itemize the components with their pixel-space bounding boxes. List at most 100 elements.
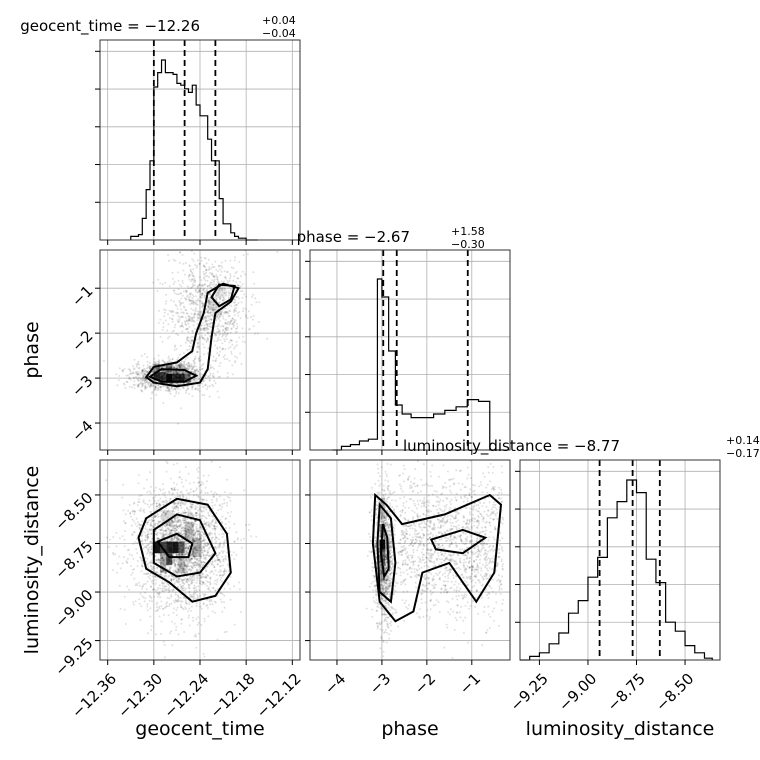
scatter-point xyxy=(170,370,172,372)
scatter-point xyxy=(147,366,150,369)
scatter-point xyxy=(252,315,255,317)
scatter-point xyxy=(146,605,149,608)
scatter-point xyxy=(177,315,180,318)
scatter-point xyxy=(165,585,168,588)
scatter-point xyxy=(193,358,196,361)
scatter-point xyxy=(208,293,211,296)
scatter-point xyxy=(205,480,208,483)
scatter-point xyxy=(208,322,211,325)
scatter-point xyxy=(176,606,179,609)
scatter-point xyxy=(184,518,187,521)
scatter-point xyxy=(197,287,200,290)
scatter-point xyxy=(125,560,128,562)
scatter-point xyxy=(210,326,212,329)
scatter-point xyxy=(211,505,214,507)
scatter-point xyxy=(203,277,206,280)
scatter-point xyxy=(195,351,198,354)
scatter-point xyxy=(216,578,219,581)
scatter-point xyxy=(207,314,210,317)
scatter-point xyxy=(174,371,177,374)
scatter-point xyxy=(188,341,191,344)
scatter-point xyxy=(181,253,184,256)
scatter-point xyxy=(157,278,160,281)
scatter-point xyxy=(185,366,188,369)
scatter-point xyxy=(175,625,178,628)
scatter-point xyxy=(221,334,224,337)
scatter-point xyxy=(148,595,151,597)
scatter-point xyxy=(248,327,251,330)
scatter-point xyxy=(169,392,172,395)
scatter-point xyxy=(205,319,208,322)
scatter-point xyxy=(146,528,148,531)
scatter-point xyxy=(211,603,214,606)
scatter-point xyxy=(184,363,187,366)
scatter-point xyxy=(198,283,201,286)
scatter-point xyxy=(204,383,207,386)
scatter-point xyxy=(164,496,167,499)
scatter-point xyxy=(228,359,231,362)
scatter-point xyxy=(198,290,201,293)
scatter-point xyxy=(150,485,152,488)
scatter-point xyxy=(192,268,195,271)
scatter-point xyxy=(147,530,150,533)
scatter-point xyxy=(188,603,191,606)
scatter-point xyxy=(226,501,229,504)
scatter-point xyxy=(238,260,241,263)
scatter-point xyxy=(121,535,124,538)
scatter-point xyxy=(175,578,178,581)
scatter-point xyxy=(210,460,213,463)
scatter-point xyxy=(144,388,147,391)
scatter-point xyxy=(206,336,209,339)
scatter-point xyxy=(136,373,139,376)
scatter-point xyxy=(180,527,183,530)
scatter-point xyxy=(177,633,180,636)
scatter-point xyxy=(138,498,140,501)
scatter-point xyxy=(235,322,238,325)
scatter-point xyxy=(202,264,205,267)
scatter-point xyxy=(196,319,199,322)
scatter-point xyxy=(166,389,169,392)
scatter-point xyxy=(188,624,191,627)
scatter-point xyxy=(167,313,169,316)
scatter-point xyxy=(163,589,166,592)
scatter-point xyxy=(179,596,182,599)
scatter-point xyxy=(238,581,241,584)
scatter-point xyxy=(205,269,207,271)
scatter-point xyxy=(198,516,201,519)
scatter-point xyxy=(144,538,147,541)
scatter-point xyxy=(191,319,194,322)
scatter-point xyxy=(182,352,185,354)
scatter-point xyxy=(225,326,228,329)
scatter-point xyxy=(235,344,238,347)
scatter-point xyxy=(178,362,181,365)
scatter-point xyxy=(216,276,219,279)
scatter-point xyxy=(241,327,244,330)
scatter-point xyxy=(153,595,156,598)
scatter-point xyxy=(176,492,179,495)
scatter-point xyxy=(158,361,160,364)
scatter-point xyxy=(147,370,150,373)
scatter-point xyxy=(144,373,146,376)
scatter-point xyxy=(149,551,152,554)
scatter-point xyxy=(133,531,136,534)
scatter-point xyxy=(226,358,229,360)
scatter-point xyxy=(213,278,216,281)
scatter-point xyxy=(221,288,224,290)
scatter-point xyxy=(170,386,173,389)
scatter-point xyxy=(233,259,236,262)
scatter-point xyxy=(181,301,184,304)
scatter-point xyxy=(187,330,190,333)
scatter-point xyxy=(220,264,223,267)
scatter-point xyxy=(199,300,202,303)
scatter-point xyxy=(171,318,174,320)
scatter-point xyxy=(234,256,236,259)
scatter-point xyxy=(207,588,210,591)
scatter-point xyxy=(209,603,212,606)
scatter-point xyxy=(209,314,212,317)
scatter-point xyxy=(198,373,201,376)
scatter-point xyxy=(204,334,207,337)
scatter-point xyxy=(186,492,189,495)
scatter-point xyxy=(199,514,201,517)
scatter-point xyxy=(141,564,143,567)
scatter-point xyxy=(215,574,218,576)
